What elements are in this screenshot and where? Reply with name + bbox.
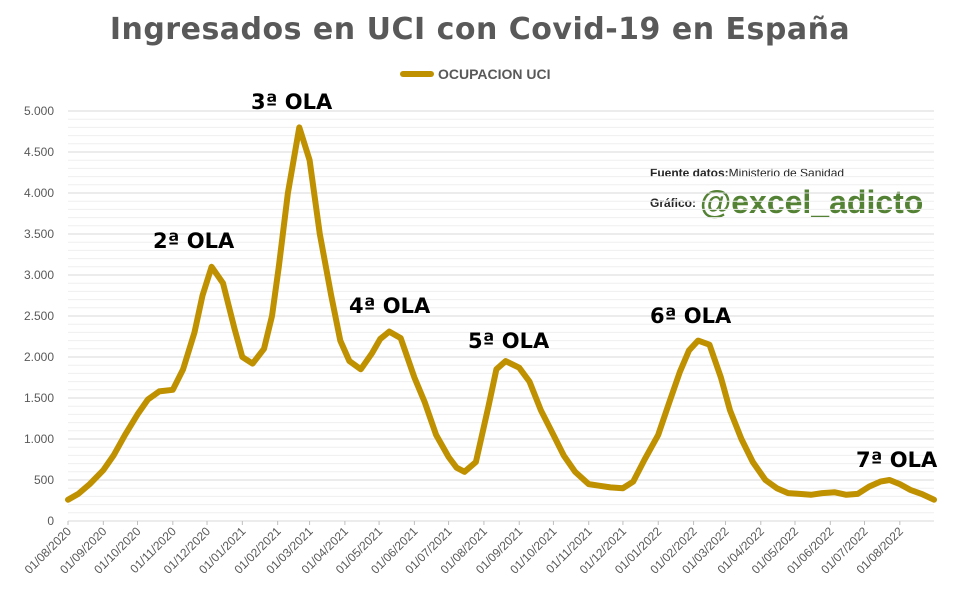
- legend-label: OCUPACION UCI: [438, 66, 551, 82]
- credit-handle: @excel_adicto: [700, 184, 924, 220]
- annotation-wave-2: 2ª OLA: [153, 229, 235, 253]
- chart-credit: Gráfico: @excel_adicto: [650, 184, 923, 221]
- gridlines: [68, 110, 934, 522]
- y-tick-label: 0: [47, 514, 54, 528]
- y-tick-label: 2.500: [24, 309, 54, 323]
- y-tick-label: 2.000: [24, 350, 54, 364]
- annotations: 2ª OLA 3ª OLA 4ª OLA 5ª OLA 6ª OLA 7ª OL…: [153, 90, 938, 472]
- y-tick-label: 3.500: [24, 227, 54, 241]
- legend-swatch: [400, 71, 434, 77]
- annotation-wave-4: 4ª OLA: [349, 294, 431, 318]
- series-line-ocupacion-uci: [65, 124, 937, 503]
- y-tick-label: 500: [34, 473, 54, 487]
- y-axis: 0 500 1.000 1.500 2.000 2.500 3.000 3.500 4.000 4…: [24, 104, 54, 528]
- credit-label: Gráfico:: [650, 195, 697, 210]
- y-tick-label: 5.000: [24, 104, 54, 118]
- annotation-wave-5: 5ª OLA: [468, 329, 550, 353]
- legend: OCUPACION UCI: [400, 64, 551, 84]
- y-tick-label: 3.000: [24, 268, 54, 282]
- annotation-wave-3: 3ª OLA: [251, 90, 333, 114]
- y-tick-label: 1.000: [24, 432, 54, 446]
- y-tick-label: 4.500: [24, 145, 54, 159]
- chart-title: Ingresados en UCI con Covid-19 en España: [109, 12, 851, 47]
- y-tick-label: 4.000: [24, 186, 54, 200]
- annotation-wave-7: 7ª OLA: [856, 448, 938, 472]
- y-tick-label: 1.500: [24, 391, 54, 405]
- annotation-wave-6: 6ª OLA: [650, 304, 732, 328]
- x-axis: 01/08/202001/09/202001/10/202001/11/2020…: [22, 521, 906, 577]
